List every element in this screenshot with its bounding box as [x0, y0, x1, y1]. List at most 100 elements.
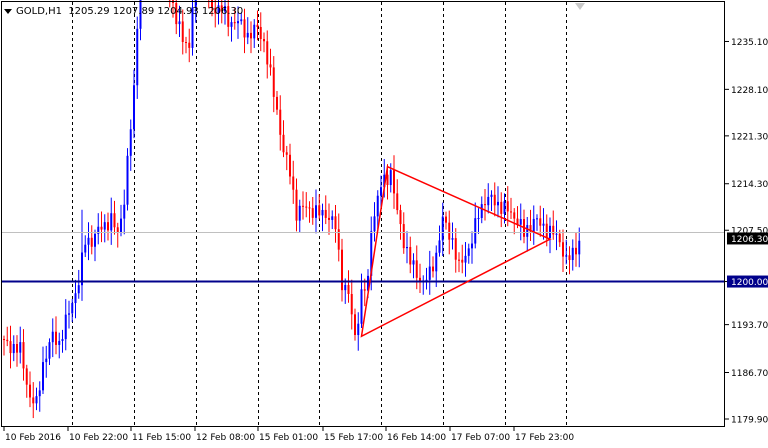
candle-body[interactable] — [513, 212, 516, 219]
candle-body[interactable] — [51, 331, 54, 343]
candle-body[interactable] — [402, 224, 405, 249]
candle-body[interactable] — [243, 19, 246, 38]
candle-body[interactable] — [467, 248, 470, 256]
candle-body[interactable] — [58, 340, 61, 345]
candle-body[interactable] — [32, 397, 35, 404]
candle-body[interactable] — [45, 358, 48, 363]
candle-body[interactable] — [139, 0, 142, 29]
candle-body[interactable] — [376, 195, 379, 217]
candle-body[interactable] — [552, 225, 555, 235]
candle-body[interactable] — [315, 205, 317, 218]
candle-body[interactable] — [542, 223, 545, 226]
candle-body[interactable] — [136, 28, 139, 86]
candle-body[interactable] — [84, 244, 87, 253]
candle-body[interactable] — [110, 213, 113, 231]
candle-body[interactable] — [178, 21, 181, 25]
candle-body[interactable] — [318, 205, 321, 216]
candle-body[interactable] — [259, 27, 262, 40]
candle-body[interactable] — [458, 259, 460, 261]
candle-body[interactable] — [506, 201, 509, 212]
candle-body[interactable] — [386, 174, 389, 186]
candle-body[interactable] — [61, 339, 64, 341]
candle-body[interactable] — [383, 174, 386, 188]
candle-body[interactable] — [120, 218, 122, 233]
candle-body[interactable] — [425, 279, 428, 281]
candle-body[interactable] — [103, 222, 106, 230]
candle-body[interactable] — [181, 21, 184, 43]
candle-body[interactable] — [126, 155, 129, 205]
candle-body[interactable] — [9, 341, 12, 354]
candle-body[interactable] — [321, 209, 324, 216]
candle-body[interactable] — [510, 211, 512, 213]
candle-body[interactable] — [409, 246, 412, 265]
candle-body[interactable] — [480, 204, 483, 219]
candle-body[interactable] — [328, 217, 330, 220]
candle-body[interactable] — [331, 216, 334, 220]
candle-body[interactable] — [516, 218, 519, 225]
candle-body[interactable] — [308, 207, 311, 209]
candle-body[interactable] — [298, 205, 301, 221]
candle-body[interactable] — [445, 216, 447, 223]
triangle-pattern[interactable] — [360, 165, 552, 338]
candle-body[interactable] — [240, 19, 243, 22]
candle-body[interactable] — [116, 227, 119, 233]
candle-body[interactable] — [474, 218, 477, 244]
candle-body[interactable] — [503, 201, 506, 214]
candle-body[interactable] — [302, 205, 304, 207]
candle-body[interactable] — [341, 249, 343, 291]
candle-body[interactable] — [380, 187, 382, 196]
candle-body[interactable] — [71, 303, 74, 314]
candle-body[interactable] — [16, 344, 18, 353]
candle-body[interactable] — [269, 64, 272, 68]
candle-body[interactable] — [519, 219, 522, 225]
candle-body[interactable] — [578, 240, 581, 255]
candle-body[interactable] — [55, 331, 57, 345]
candle-body[interactable] — [276, 96, 278, 110]
candle-body[interactable] — [484, 204, 486, 206]
candle-body[interactable] — [344, 284, 347, 291]
candle-body[interactable] — [129, 129, 132, 156]
candle-body[interactable] — [68, 313, 70, 315]
candle-body[interactable] — [74, 293, 77, 304]
candle-body[interactable] — [370, 231, 373, 276]
candle-body[interactable] — [558, 233, 561, 243]
candle-body[interactable] — [250, 32, 252, 39]
candle-body[interactable] — [500, 201, 503, 214]
candle-body[interactable] — [399, 210, 402, 225]
candle-body[interactable] — [175, 3, 178, 25]
candle-body[interactable] — [256, 24, 259, 28]
candle-body[interactable] — [6, 339, 9, 342]
candle-body[interactable] — [227, 6, 230, 27]
candle-body[interactable] — [360, 289, 363, 324]
candle-body[interactable] — [497, 201, 499, 206]
candle-body[interactable] — [571, 247, 574, 261]
candle-body[interactable] — [347, 284, 350, 295]
candle-body[interactable] — [266, 41, 269, 65]
candle-body[interactable] — [536, 218, 538, 220]
candle-body[interactable] — [357, 323, 360, 336]
candle-body[interactable] — [48, 342, 51, 359]
candle-body[interactable] — [113, 213, 116, 228]
candle-body[interactable] — [565, 255, 568, 257]
candle-body[interactable] — [263, 39, 265, 42]
candle-body[interactable] — [279, 109, 282, 135]
candle-body[interactable] — [237, 21, 239, 24]
candle-body[interactable] — [419, 277, 421, 282]
candle-body[interactable] — [435, 252, 438, 272]
candle-body[interactable] — [246, 32, 249, 38]
candle-body[interactable] — [415, 260, 418, 278]
candle-body[interactable] — [188, 42, 191, 48]
candle-body[interactable] — [107, 222, 109, 231]
candle-body[interactable] — [35, 396, 38, 404]
candle-body[interactable] — [185, 42, 187, 44]
candle-body[interactable] — [529, 225, 532, 232]
candle-body[interactable] — [539, 218, 542, 226]
candle-body[interactable] — [555, 233, 558, 235]
candle-body[interactable] — [77, 285, 80, 294]
candle-body[interactable] — [289, 154, 291, 177]
candle-body[interactable] — [217, 5, 220, 14]
candle-body[interactable] — [194, 0, 197, 8]
candle-body[interactable] — [549, 225, 551, 238]
candle-body[interactable] — [406, 246, 408, 249]
